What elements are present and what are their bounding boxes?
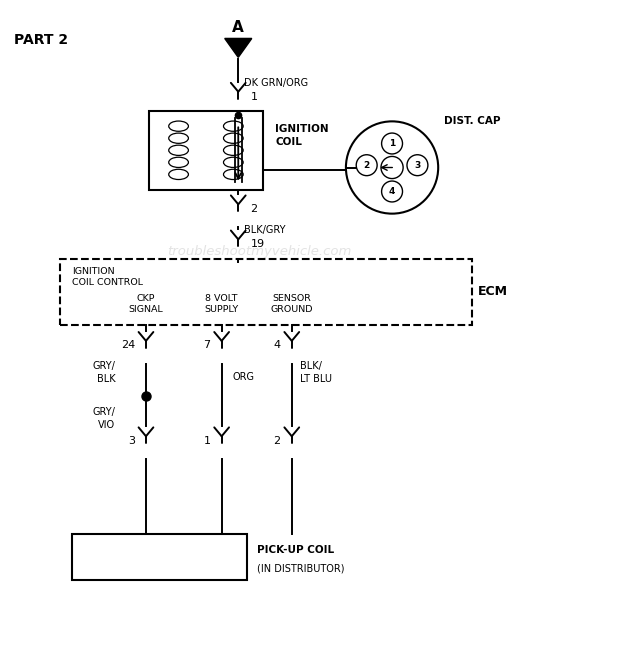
Bar [149, 111, 263, 190]
Text: 2: 2 [363, 161, 370, 170]
Ellipse shape [224, 145, 243, 155]
Text: 1: 1 [203, 436, 211, 446]
Text: CKP
SIGNAL: CKP SIGNAL [129, 294, 163, 314]
Circle shape [381, 181, 402, 202]
Text: 7: 7 [203, 341, 211, 350]
Text: 24: 24 [121, 341, 135, 350]
Text: BLK/GRY: BLK/GRY [244, 225, 286, 235]
Text: IGNITION
COIL CONTROL: IGNITION COIL CONTROL [72, 266, 143, 287]
Text: 1: 1 [250, 92, 258, 102]
Ellipse shape [224, 133, 243, 144]
Text: GRY/
VIO: GRY/ VIO [92, 408, 115, 430]
Text: PICK-UP COIL: PICK-UP COIL [256, 545, 334, 555]
Ellipse shape [224, 169, 243, 179]
Text: troubleshootmyvehicle.com: troubleshootmyvehicle.com [167, 244, 352, 257]
Text: PART 2: PART 2 [14, 32, 68, 47]
Circle shape [356, 155, 377, 176]
Circle shape [346, 122, 438, 214]
Bar [72, 534, 247, 580]
Text: 1: 1 [389, 139, 395, 148]
Ellipse shape [169, 157, 188, 168]
Text: 4: 4 [274, 341, 281, 350]
Bar [60, 259, 472, 325]
Ellipse shape [169, 145, 188, 155]
Text: 2: 2 [250, 204, 258, 214]
Text: SENSOR
GROUND: SENSOR GROUND [271, 294, 313, 314]
Text: BLK/
LT BLU: BLK/ LT BLU [300, 361, 332, 384]
Ellipse shape [169, 133, 188, 144]
Ellipse shape [224, 157, 243, 168]
Circle shape [381, 133, 402, 154]
Text: A: A [232, 20, 244, 35]
Text: DIST. CAP: DIST. CAP [444, 116, 501, 125]
Text: 4: 4 [389, 187, 396, 196]
Text: 19: 19 [250, 239, 265, 250]
Circle shape [381, 157, 403, 179]
Text: DK GRN/ORG: DK GRN/ORG [244, 78, 308, 88]
Text: ORG: ORG [232, 372, 254, 382]
Ellipse shape [169, 169, 188, 179]
Text: 2: 2 [274, 436, 281, 446]
Text: ECM: ECM [478, 285, 508, 298]
Text: 3: 3 [414, 161, 421, 170]
Ellipse shape [224, 121, 243, 131]
Text: 8 VOLT
SUPPLY: 8 VOLT SUPPLY [205, 294, 239, 314]
Ellipse shape [169, 121, 188, 131]
Text: IGNITION
COIL: IGNITION COIL [275, 124, 329, 147]
Text: GRY/
BLK: GRY/ BLK [92, 361, 115, 384]
Text: 3: 3 [128, 436, 135, 446]
Circle shape [407, 155, 428, 176]
Polygon shape [225, 38, 252, 57]
Text: (IN DISTRIBUTOR): (IN DISTRIBUTOR) [256, 564, 344, 574]
